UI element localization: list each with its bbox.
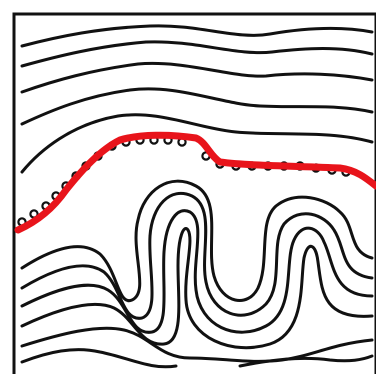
fold-layer-3 <box>20 209 374 334</box>
fold-layer-1 <box>20 179 374 303</box>
fold-layer-4 <box>20 227 374 350</box>
upper-layers <box>20 24 374 174</box>
lower-layers <box>20 348 374 369</box>
upper-layer-1 <box>20 24 374 48</box>
fold-layer-5 <box>20 326 374 363</box>
upper-layer-3 <box>20 61 374 94</box>
lower-layer-2 <box>238 354 374 368</box>
lower-layer-1 <box>20 348 178 369</box>
upper-layer-2 <box>20 40 374 68</box>
frame-border <box>12 12 376 374</box>
folded-layers <box>20 179 374 363</box>
upper-layer-4 <box>20 87 374 126</box>
upper-layer-5 <box>20 113 374 174</box>
unconformity-line <box>14 131 376 234</box>
